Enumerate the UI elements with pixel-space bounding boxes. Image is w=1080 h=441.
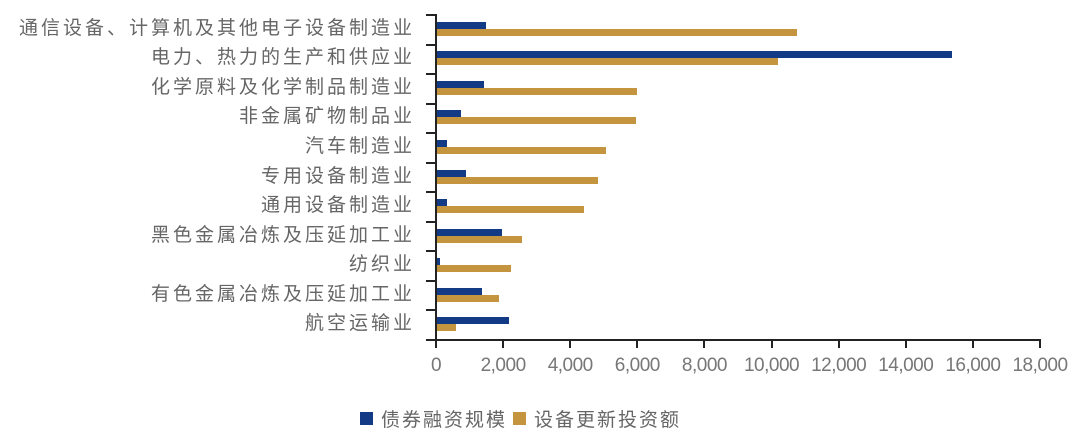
x-tick-label: 16,000	[945, 355, 1001, 376]
x-tick-label: 14,000	[878, 355, 934, 376]
bar-equipment-investment	[437, 176, 598, 184]
y-tick	[426, 132, 436, 135]
legend: 债券融资规模 设备更新投资额	[360, 405, 687, 432]
category-label: 通信设备、计算机及其他电子设备制造业	[18, 16, 415, 39]
y-tick	[426, 73, 436, 76]
category-label: 专用设备制造业	[260, 164, 415, 187]
legend-item-bond-financing: 债券融资规模	[360, 405, 507, 432]
category-label: 化学原料及化学制品制造业	[150, 75, 415, 98]
x-tick	[971, 339, 974, 348]
x-tick	[1039, 339, 1041, 348]
y-tick	[426, 191, 436, 194]
y-tick	[426, 339, 436, 341]
bar-bond-financing	[437, 110, 461, 118]
x-tick	[502, 339, 505, 348]
bar-equipment-investment	[437, 206, 584, 214]
x-tick-label: 0	[430, 355, 442, 376]
bar-bond-financing	[437, 258, 441, 266]
bar-bond-financing	[437, 80, 484, 88]
bar-equipment-investment	[437, 117, 636, 125]
y-tick	[426, 43, 436, 46]
bar-equipment-investment	[437, 294, 499, 302]
legend-label: 债券融资规模	[381, 409, 508, 431]
bar-bond-financing	[437, 287, 482, 295]
bar-bond-financing	[437, 317, 509, 325]
y-tick	[426, 309, 436, 312]
x-axis	[435, 339, 1040, 341]
bar-equipment-investment	[437, 146, 606, 154]
bar-bond-financing	[437, 139, 448, 147]
x-tick-label: 12,000	[811, 355, 867, 376]
y-tick	[426, 102, 436, 105]
category-label: 非金属矿物制品业	[238, 105, 415, 128]
legend-swatch-blue	[360, 412, 373, 425]
x-tick	[770, 339, 773, 348]
bar-equipment-investment	[437, 265, 511, 273]
x-tick	[569, 339, 572, 348]
x-tick	[636, 339, 639, 348]
legend-item-equipment-investment: 设备更新投资额	[513, 405, 681, 432]
x-tick-label: 8,000	[681, 355, 728, 376]
x-tick	[703, 339, 706, 348]
legend-swatch-gold	[513, 412, 527, 425]
y-tick	[426, 220, 436, 223]
bar-bond-financing	[437, 169, 466, 177]
bar-bond-financing	[437, 228, 503, 236]
x-tick	[435, 339, 437, 348]
y-tick	[426, 161, 436, 164]
y-tick	[426, 14, 436, 16]
bar-equipment-investment	[437, 87, 637, 95]
bar-bond-financing	[437, 199, 448, 207]
bar-equipment-investment	[437, 235, 522, 243]
y-tick	[426, 279, 436, 282]
y-tick	[426, 250, 436, 253]
category-label: 有色金属冶炼及压延加工业	[150, 282, 415, 305]
bar-equipment-investment	[437, 324, 457, 332]
x-tick-label: 6,000	[614, 355, 661, 376]
category-label: 电力、热力的生产和供应业	[150, 46, 415, 69]
bar-bond-financing	[437, 21, 486, 29]
x-tick	[904, 339, 907, 348]
x-tick-label: 18,000	[1012, 355, 1068, 376]
bar-equipment-investment	[437, 58, 778, 66]
category-label: 通用设备制造业	[260, 194, 415, 217]
x-tick-label: 4,000	[547, 355, 594, 376]
bar-bond-financing	[437, 51, 953, 59]
category-label: 黑色金属冶炼及压延加工业	[150, 223, 415, 246]
category-label: 汽车制造业	[304, 134, 415, 157]
x-tick-label: 2,000	[480, 355, 527, 376]
x-tick-label: 10,000	[743, 355, 800, 376]
category-label: 纺织业	[348, 253, 415, 276]
category-label: 航空运输业	[304, 312, 415, 335]
legend-label: 设备更新投资额	[534, 409, 682, 431]
bar-equipment-investment	[437, 28, 798, 36]
y-axis	[435, 14, 437, 340]
x-tick	[837, 339, 840, 348]
